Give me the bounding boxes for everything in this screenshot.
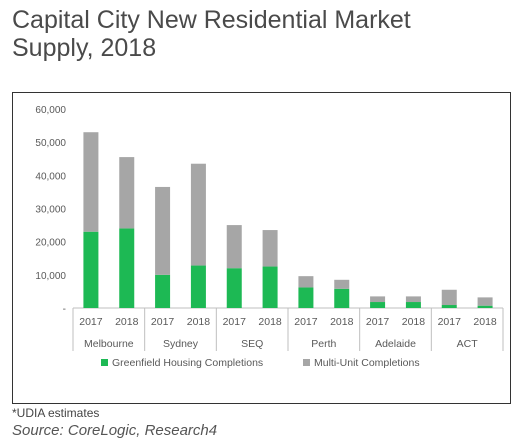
legend-swatch-multi-unit — [303, 359, 310, 366]
x-tick-label: 2018 — [402, 316, 426, 328]
x-tick-label: 2017 — [151, 316, 175, 328]
bar-greenfield — [334, 288, 350, 308]
bar-greenfield — [441, 305, 457, 308]
x-tick-label: 2017 — [438, 316, 462, 328]
bar-greenfield — [405, 302, 421, 308]
y-tick-label: 30,000 — [35, 205, 66, 216]
bar-greenfield — [155, 274, 171, 308]
group-label: SEQ — [241, 338, 263, 350]
bar-multi-unit — [298, 276, 314, 288]
bar-greenfield — [298, 287, 314, 308]
legend-label-greenfield: Greenfield Housing Completions — [112, 357, 263, 369]
chart-title-line2: Supply, 2018 — [12, 34, 157, 62]
x-tick-label: 2017 — [223, 316, 247, 328]
y-tick-label: 20,000 — [35, 238, 66, 249]
bar-multi-unit — [405, 296, 421, 303]
x-tick-label: 2018 — [473, 316, 497, 328]
group-label: Adelaide — [375, 338, 416, 350]
x-tick-label: 2018 — [330, 316, 354, 328]
bar-greenfield — [83, 231, 99, 308]
stacked-bar-chart: 60,000 50,000 40,000 30,000 20,000 10,000 - 201… — [35, 105, 504, 369]
source-note: Source: CoreLogic, Research4 — [12, 422, 218, 439]
bar-multi-unit — [83, 132, 99, 232]
x-tick-label: 2017 — [366, 316, 390, 328]
y-tick-label: - — [63, 304, 66, 315]
y-tick-label: 60,000 — [35, 105, 66, 116]
x-tick-label: 2018 — [258, 316, 282, 328]
y-tick-label: 10,000 — [35, 271, 66, 282]
legend-label-multi-unit: Multi-Unit Completions — [314, 357, 420, 369]
group-label: Melbourne — [84, 338, 134, 350]
y-tick-label: 50,000 — [35, 138, 66, 149]
bar-multi-unit — [334, 279, 350, 289]
chart-title-line1: Capital City New Residential Market — [12, 6, 411, 34]
bar-greenfield — [226, 268, 242, 308]
bar-multi-unit — [190, 163, 206, 266]
chart-panel: 60,000 50,000 40,000 30,000 20,000 10,000 - 201… — [12, 92, 511, 404]
legend-swatch-greenfield — [101, 359, 108, 366]
bar-greenfield — [477, 305, 493, 308]
group-label: Perth — [311, 338, 336, 350]
bar-multi-unit — [477, 297, 493, 306]
bar-greenfield — [370, 302, 386, 308]
bar-multi-unit — [226, 225, 242, 269]
bar-multi-unit — [155, 186, 171, 275]
footnote: *UDIA estimates — [12, 406, 100, 420]
chart-title: Capital City New Residential Market Supp… — [12, 6, 512, 62]
bar-multi-unit — [119, 157, 135, 229]
bar-greenfield — [119, 228, 135, 308]
group-label: Sydney — [163, 338, 199, 350]
x-tick-label: 2017 — [79, 316, 103, 328]
bar-greenfield — [190, 265, 206, 308]
bar-multi-unit — [262, 230, 278, 267]
bar-greenfield — [262, 266, 278, 308]
group-label: ACT — [457, 338, 479, 350]
y-tick-label: 40,000 — [35, 171, 66, 182]
x-tick-label: 2017 — [294, 316, 318, 328]
x-tick-label: 2018 — [115, 316, 139, 328]
bar-multi-unit — [441, 289, 457, 306]
x-tick-label: 2018 — [187, 316, 211, 328]
bar-multi-unit — [370, 296, 386, 303]
